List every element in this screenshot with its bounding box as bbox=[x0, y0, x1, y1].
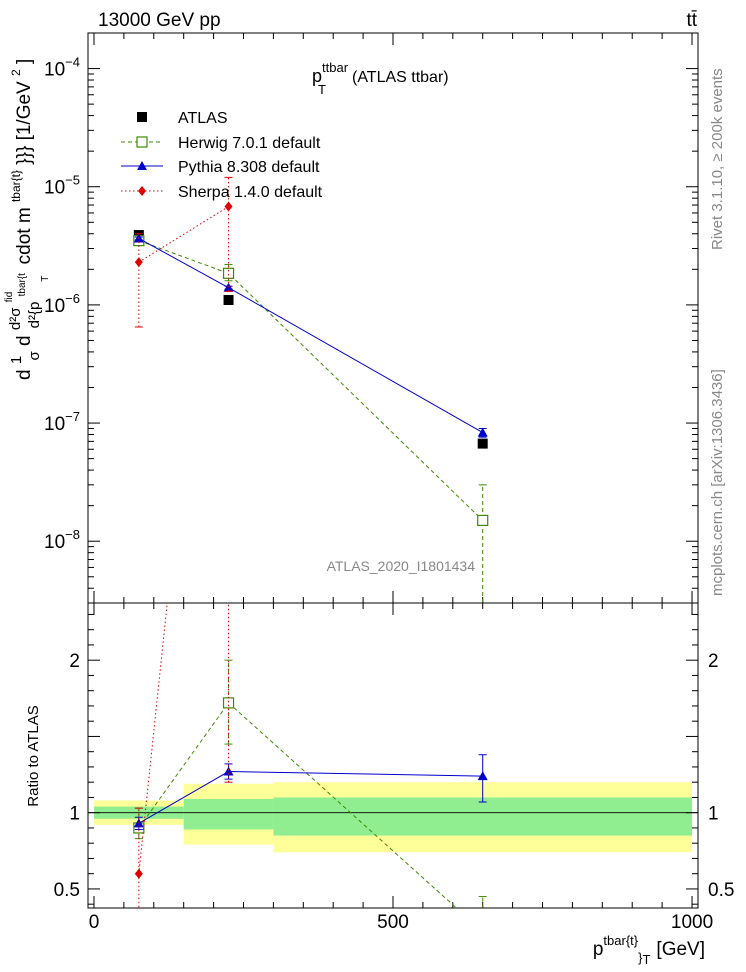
ratio-panel: 0.5 0.5 1 1 2 2 0 500 1000 Ratio to ATLAS ptbar{… bbox=[25, 15, 734, 967]
x-tick-label: 1000 bbox=[671, 912, 713, 933]
mcplots-label: mcplots.cern.ch [arXiv:1306.3436] bbox=[709, 369, 726, 596]
ratio-ticks: 0.5 0.5 1 1 2 2 0 500 1000 bbox=[54, 603, 734, 933]
ratio-y-tick-label: 2 bbox=[69, 651, 80, 672]
legend-sherpa-label: Sherpa 1.4.0 default bbox=[178, 184, 323, 201]
ratio-y-tick-label-right: 2 bbox=[708, 651, 719, 672]
y-tick-label: 10−4 bbox=[44, 55, 80, 81]
ratio-y-tick-label: 1 bbox=[69, 804, 80, 825]
main-y-ticks: 10−8 10−7 10−6 10−5 10−4 bbox=[44, 32, 698, 604]
legend-entry-herwig: Herwig 7.0.1 default bbox=[121, 135, 321, 152]
ratio-pythia-point bbox=[223, 766, 234, 776]
ratio-herwig-point bbox=[222, 697, 235, 709]
y-tick-label: 10−6 bbox=[44, 291, 80, 317]
ratio-herwig-point bbox=[478, 927, 488, 937]
main-title: pttbar T(ATLAS ttbar) bbox=[312, 60, 449, 97]
rivet-label: Rivet 3.1.10, ≥ 200k events bbox=[709, 68, 726, 250]
analysis-id: ATLAS_2020_I1801434 bbox=[327, 558, 476, 574]
ratio-pythia-point bbox=[477, 771, 488, 781]
legend: ATLAS Herwig 7.0.1 default Pythia 8.308 … bbox=[121, 110, 323, 201]
main-pythia-line bbox=[138, 238, 483, 434]
ratio-stat-band bbox=[183, 798, 274, 830]
y-tick-label: 10−7 bbox=[44, 409, 80, 435]
legend-pythia-marker bbox=[137, 161, 147, 170]
legend-entry-pythia: Pythia 8.308 default bbox=[121, 159, 320, 176]
y-tick-label: 10−8 bbox=[44, 527, 80, 553]
main-atlas-point bbox=[477, 438, 488, 449]
ratio-herwig-line bbox=[138, 702, 458, 908]
main-sherpa-point bbox=[224, 201, 233, 212]
legend-sherpa-marker bbox=[138, 186, 146, 196]
ratio-bands bbox=[93, 782, 693, 853]
ratio-y-axis-label: Ratio to ATLAS bbox=[25, 705, 42, 806]
legend-herwig-label: Herwig 7.0.1 default bbox=[178, 135, 321, 152]
main-sherpa-point bbox=[134, 257, 143, 268]
y-tick-label: 10−5 bbox=[44, 173, 80, 199]
legend-atlas-label: ATLAS bbox=[178, 110, 228, 127]
process-label: tt̄ bbox=[686, 10, 697, 31]
main-herwig-point bbox=[477, 514, 489, 527]
main-y-axis-label: d 1 σ d d²σ fid d²{p tbar{t T cdot m tba… bbox=[0, 59, 53, 380]
main-atlas-point bbox=[223, 295, 234, 306]
svg-text:d 1 σ: d 1 σ d d²σ fid d²{p tbar{t T cdot m tba… bbox=[0, 59, 53, 380]
main-data-layer bbox=[133, 176, 489, 603]
legend-atlas-marker bbox=[137, 112, 147, 122]
main-pythia-point bbox=[477, 427, 488, 437]
ratio-stat-band bbox=[273, 797, 693, 836]
ratio-frame bbox=[87, 602, 699, 909]
main-sherpa-line bbox=[138, 206, 229, 263]
ratio-y-tick-label: 0.5 bbox=[54, 880, 80, 901]
legend-entry-sherpa: Sherpa 1.4.0 default bbox=[121, 184, 323, 201]
legend-entry-atlas: ATLAS bbox=[137, 110, 228, 127]
ratio-sherpa-point bbox=[225, 15, 233, 25]
main-herwig-line bbox=[138, 240, 484, 521]
legend-herwig-marker bbox=[136, 136, 148, 148]
ratio-sherpa-point bbox=[134, 868, 143, 879]
legend-pythia-label: Pythia 8.308 default bbox=[178, 159, 320, 176]
x-tick-label: 0 bbox=[89, 912, 100, 933]
ratio-data-layer bbox=[133, 15, 488, 937]
energy-label: 13000 GeV pp bbox=[98, 10, 221, 31]
x-axis-label: ptbar{t}}T [GeV] bbox=[593, 933, 705, 967]
ratio-y-tick-label-right: 0.5 bbox=[708, 880, 734, 901]
main-panel: 10−8 10−7 10−6 10−5 10−4 pttbar T(ATLAS ttbar… bbox=[0, 32, 699, 604]
main-herwig-point bbox=[222, 267, 235, 279]
x-tick-label: 500 bbox=[377, 912, 409, 933]
ratio-y-tick-label-right: 1 bbox=[708, 804, 719, 825]
